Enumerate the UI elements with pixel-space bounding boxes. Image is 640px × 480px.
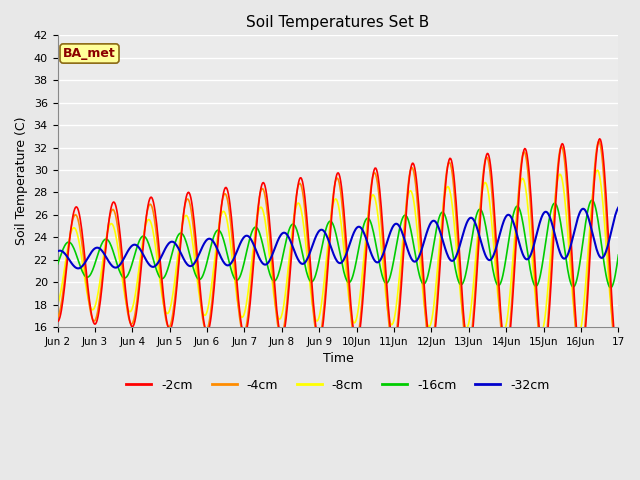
Text: BA_met: BA_met — [63, 47, 116, 60]
Y-axis label: Soil Temperature (C): Soil Temperature (C) — [15, 117, 28, 245]
Legend: -2cm, -4cm, -8cm, -16cm, -32cm: -2cm, -4cm, -8cm, -16cm, -32cm — [121, 374, 555, 397]
Title: Soil Temperatures Set B: Soil Temperatures Set B — [246, 15, 429, 30]
X-axis label: Time: Time — [323, 352, 353, 365]
